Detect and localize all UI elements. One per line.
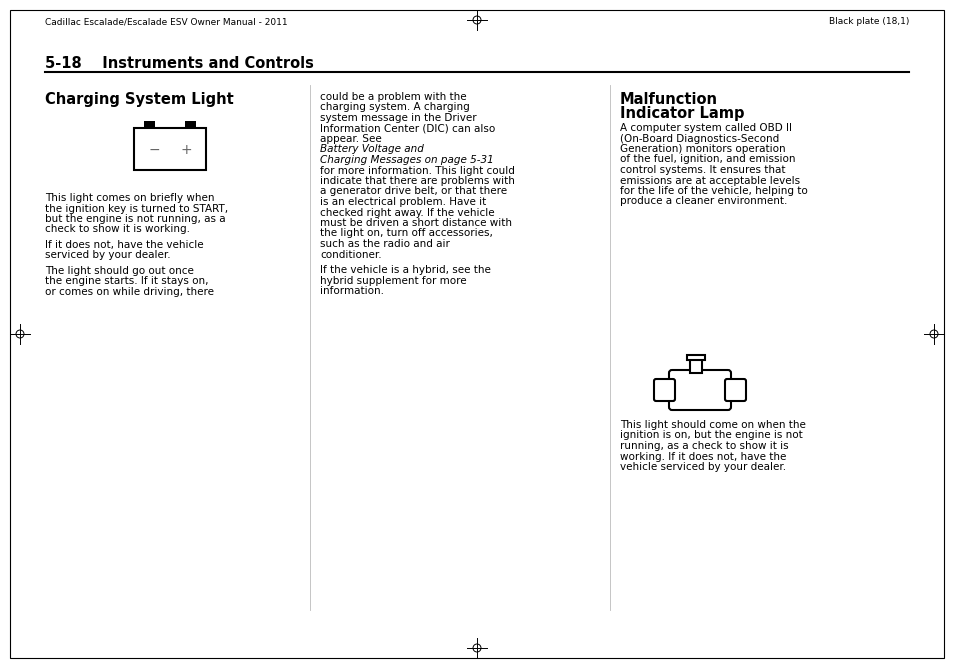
Text: could be a problem with the: could be a problem with the (319, 92, 466, 102)
Bar (133, 128, 206, 170)
Text: Information Center (DIC) can also: Information Center (DIC) can also (319, 124, 495, 134)
Text: Generation) monitors operation: Generation) monitors operation (619, 144, 785, 154)
Text: The light should go out once: The light should go out once (45, 266, 193, 276)
Bar (144, 121, 154, 128)
Text: serviced by your dealer.: serviced by your dealer. (45, 250, 171, 261)
Text: A computer system called OBD II: A computer system called OBD II (619, 123, 791, 133)
Text: Malfunction: Malfunction (619, 92, 718, 107)
Text: checked right away. If the vehicle: checked right away. If the vehicle (319, 208, 494, 218)
Text: the engine starts. If it stays on,: the engine starts. If it stays on, (45, 277, 209, 287)
Text: If it does not, have the vehicle: If it does not, have the vehicle (45, 240, 203, 250)
Text: Cadillac Escalade/Escalade ESV Owner Manual - 2011: Cadillac Escalade/Escalade ESV Owner Man… (45, 17, 287, 27)
Text: Battery Voltage and: Battery Voltage and (319, 144, 423, 154)
Text: emissions are at acceptable levels: emissions are at acceptable levels (619, 176, 800, 186)
Text: the light on, turn off accessories,: the light on, turn off accessories, (319, 228, 493, 238)
Text: of the fuel, ignition, and emission: of the fuel, ignition, and emission (619, 154, 795, 164)
Text: This light comes on briefly when: This light comes on briefly when (45, 193, 214, 203)
Text: (On-Board Diagnostics-Second: (On-Board Diagnostics-Second (619, 134, 779, 144)
Text: appear. See: appear. See (319, 134, 385, 144)
Text: conditioner.: conditioner. (319, 250, 381, 259)
FancyBboxPatch shape (654, 379, 675, 401)
Text: must be driven a short distance with: must be driven a short distance with (319, 218, 512, 228)
Bar (185, 121, 195, 128)
FancyBboxPatch shape (724, 379, 745, 401)
Text: is an electrical problem. Have it: is an electrical problem. Have it (319, 197, 486, 207)
Text: system message in the Driver: system message in the Driver (319, 113, 476, 123)
Text: If the vehicle is a hybrid, see the: If the vehicle is a hybrid, see the (319, 265, 491, 275)
Text: 5-18    Instruments and Controls: 5-18 Instruments and Controls (45, 55, 314, 71)
Text: a generator drive belt, or that there: a generator drive belt, or that there (319, 186, 507, 196)
Text: indicate that there are problems with: indicate that there are problems with (319, 176, 515, 186)
Text: working. If it does not, have the: working. If it does not, have the (619, 452, 785, 462)
Text: or comes on while driving, there: or comes on while driving, there (45, 287, 213, 297)
Text: but the engine is not running, as a: but the engine is not running, as a (45, 214, 226, 224)
FancyBboxPatch shape (668, 370, 730, 410)
Text: information.: information. (319, 286, 384, 296)
Bar (686, 355, 704, 360)
Text: charging system. A charging: charging system. A charging (319, 102, 469, 112)
Text: Charging Messages on page 5-31: Charging Messages on page 5-31 (319, 155, 494, 165)
Text: Indicator Lamp: Indicator Lamp (619, 106, 743, 121)
Bar (689, 359, 701, 373)
Text: such as the radio and air: such as the radio and air (319, 239, 450, 249)
Text: for the life of the vehicle, helping to: for the life of the vehicle, helping to (619, 186, 807, 196)
Text: check to show it is working.: check to show it is working. (45, 224, 190, 234)
Text: +: + (180, 143, 192, 157)
Text: Charging System Light: Charging System Light (45, 92, 233, 107)
Text: vehicle serviced by your dealer.: vehicle serviced by your dealer. (619, 462, 785, 472)
Text: produce a cleaner environment.: produce a cleaner environment. (619, 196, 786, 206)
Text: control systems. It ensures that: control systems. It ensures that (619, 165, 784, 175)
Text: for more information. This light could: for more information. This light could (319, 166, 515, 176)
Text: Black plate (18,1): Black plate (18,1) (828, 17, 908, 27)
Text: hybrid supplement for more: hybrid supplement for more (319, 275, 466, 285)
Text: ignition is on, but the engine is not: ignition is on, but the engine is not (619, 430, 801, 440)
Text: −: − (148, 143, 160, 157)
Text: the ignition key is turned to START,: the ignition key is turned to START, (45, 204, 228, 214)
Text: This light should come on when the: This light should come on when the (619, 420, 805, 430)
Text: running, as a check to show it is: running, as a check to show it is (619, 441, 788, 451)
